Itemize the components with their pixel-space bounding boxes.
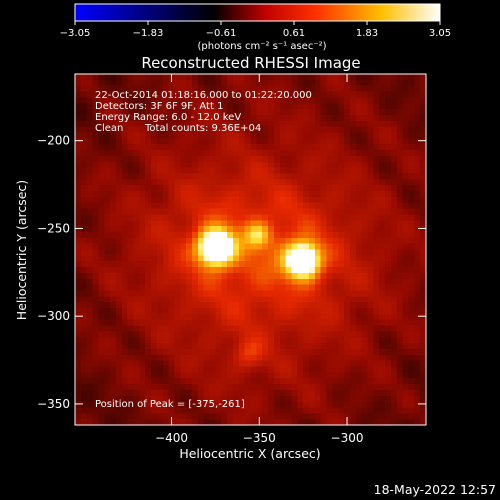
- annotation-peak-position: Position of Peak = [-375,-261]: [95, 399, 245, 410]
- y-tick-label: −250: [37, 221, 70, 235]
- colorbar-tick-label: −1.83: [133, 28, 164, 39]
- y-axis-label: Heliocentric Y (arcsec): [14, 180, 29, 320]
- y-tick-label: −300: [37, 309, 70, 323]
- x-tick-label: −400: [155, 431, 188, 445]
- chart-title: Reconstructed RHESSI Image: [141, 54, 360, 72]
- colorbar-unit-label: (photons cm⁻² s⁻¹ asec⁻²): [197, 41, 326, 52]
- colorbar-tick-label: −3.05: [60, 28, 91, 39]
- colorbar: [75, 4, 440, 21]
- y-tick-label: −200: [37, 134, 70, 148]
- colorbar-tick-label: 0.61: [283, 28, 305, 39]
- colorbar-tick-label: −0.61: [206, 28, 237, 39]
- annotation-total-counts: Total counts: 9.36E+04: [144, 123, 261, 134]
- colorbar-ticks: −3.05 −1.83 −0.61 0.61 1.83 3.05: [60, 21, 451, 39]
- axis-ticks: −400 −350 −300 −200 −250 −300 −350: [37, 74, 426, 445]
- heatmap-image: [75, 74, 426, 425]
- x-axis-label: Heliocentric X (arcsec): [179, 446, 320, 461]
- colorbar-tick-label: 1.83: [356, 28, 378, 39]
- colorbar-tick-label: 3.05: [429, 28, 451, 39]
- colorbar-frame: [74, 3, 441, 22]
- heatmap-raster: [75, 74, 426, 425]
- x-tick-label: −350: [243, 431, 276, 445]
- x-tick-label: −300: [331, 431, 364, 445]
- timestamp: 18-May-2022 12:57: [374, 482, 496, 497]
- plot-frame: [74, 73, 427, 426]
- y-tick-label: −350: [37, 397, 70, 411]
- annotation-detectors: Detectors: 3F 6F 9F, Att 1: [95, 101, 223, 112]
- annotation-clean: Clean: [95, 123, 123, 134]
- annotation-time-range: 22-Oct-2014 01:18:16.000 to 01:22:20.000: [95, 90, 312, 101]
- annotation-energy-range: Energy Range: 6.0 - 12.0 keV: [95, 112, 241, 123]
